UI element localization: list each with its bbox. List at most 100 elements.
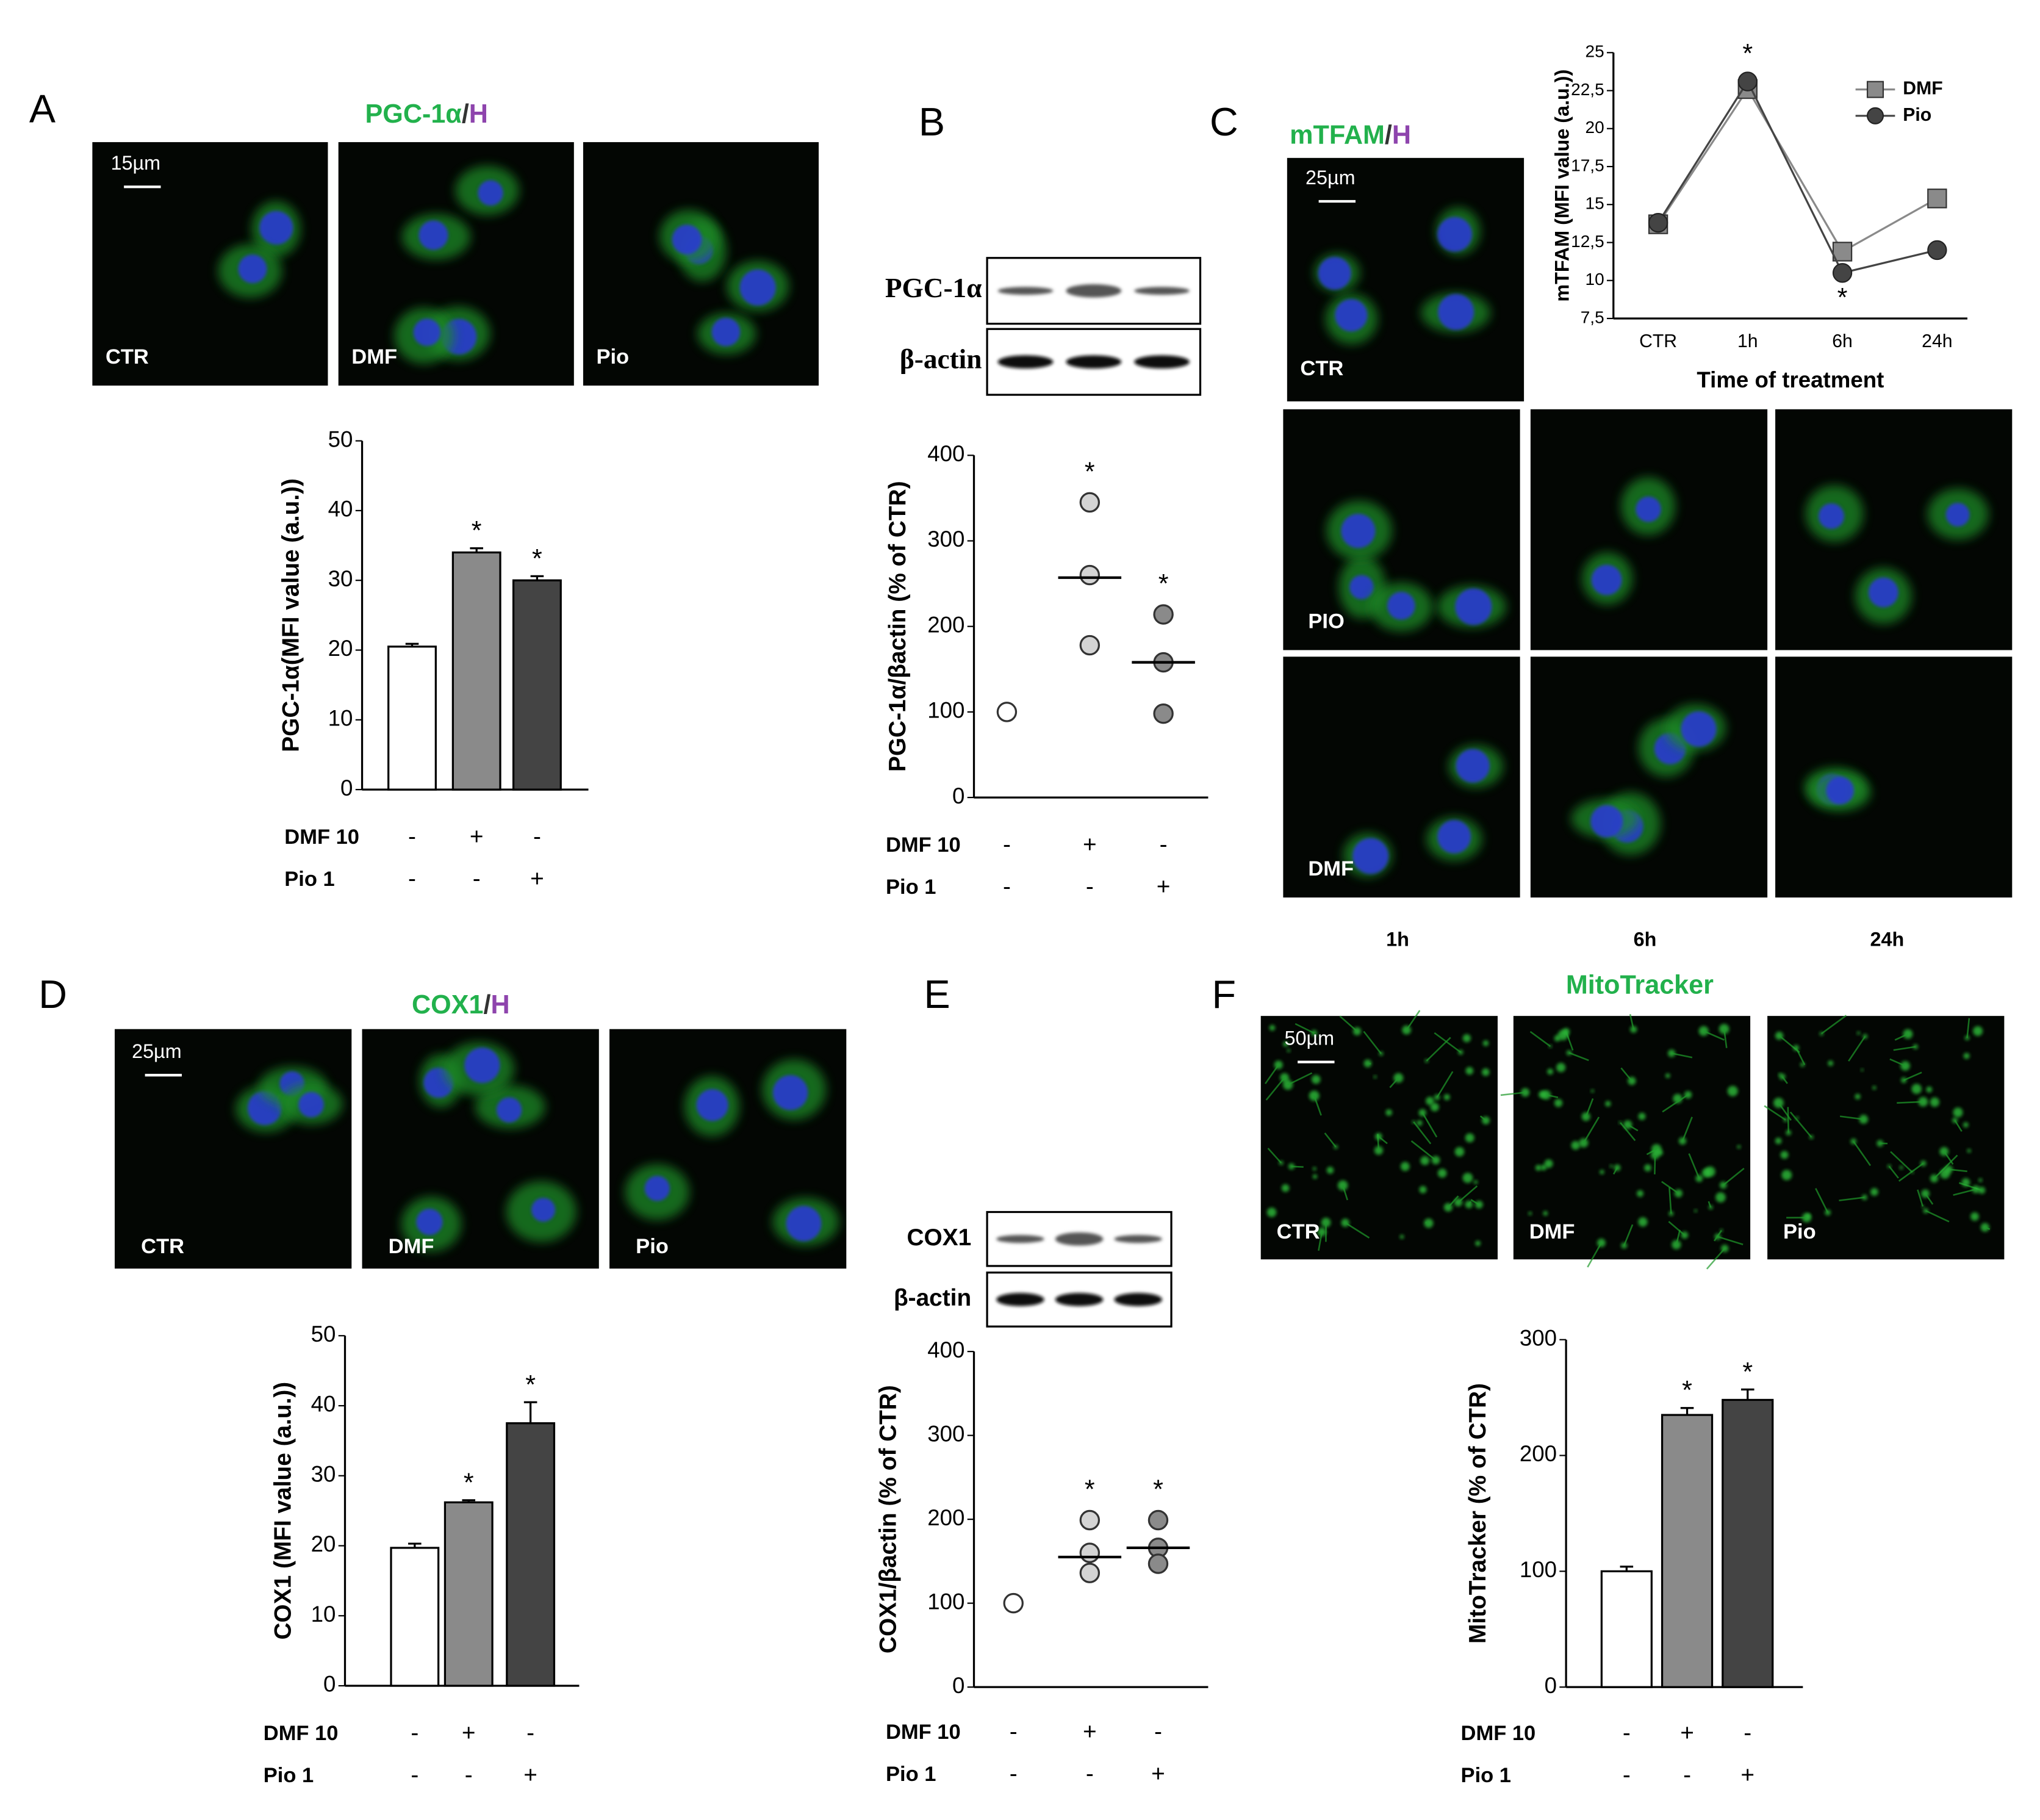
micrograph-background [1530, 656, 1768, 898]
image-label: Pio [636, 1235, 669, 1258]
mito-signal [1695, 1174, 1703, 1182]
mito-fiber [1447, 1195, 1459, 1208]
mito-signal [1269, 1024, 1276, 1031]
mito-fiber [1723, 1029, 1728, 1048]
blot-band [1055, 1232, 1104, 1246]
mito-fiber [1500, 1092, 1526, 1096]
treatment-sign: - [408, 866, 416, 892]
treatment-sign: - [1010, 1761, 1018, 1787]
mito-fiber [1627, 1124, 1639, 1132]
mito-signal [1912, 1044, 1918, 1049]
mito-fiber [1623, 1224, 1634, 1246]
panel-label: C [1210, 99, 1238, 144]
blot-label: β-actin [894, 1285, 971, 1311]
image-label: CTR [1300, 357, 1343, 380]
scale-bar-label: 15µm [111, 152, 161, 174]
mito-signal [1399, 1234, 1404, 1239]
mito-signal [1870, 1188, 1878, 1196]
micrograph [1775, 656, 2013, 898]
y-tick-label: 12,5 [1571, 232, 1604, 251]
significance: * [1158, 569, 1169, 599]
blot-band [1066, 355, 1122, 369]
nucleus [1590, 805, 1623, 838]
nucleus [1349, 575, 1374, 600]
mito-signal [1288, 1163, 1295, 1170]
y-tick-label: 7,5 [1581, 308, 1604, 326]
x-axis-label: Time of treatment [1697, 367, 1884, 392]
mito-fiber [1714, 1230, 1722, 1242]
micrograph [115, 1029, 352, 1269]
blot-band [996, 1293, 1044, 1306]
mito-signal [1287, 1049, 1291, 1052]
mito-fiber [1889, 1058, 1906, 1067]
significance: * [1085, 1475, 1095, 1504]
bar [387, 646, 437, 791]
nucleus [478, 180, 503, 206]
mito-signal [1609, 1164, 1613, 1168]
y-tick-label: 15 [1585, 194, 1604, 213]
mito-signal [1861, 1068, 1864, 1071]
mito-fiber [1787, 1107, 1790, 1133]
significance: * [1742, 1358, 1753, 1387]
treatment-name: DMF 10 [1461, 1722, 1536, 1745]
y-axis-label: COX1/βactin (% of CTR) [875, 1385, 902, 1653]
nucleus [1681, 711, 1717, 747]
title-part: mTFAM [1290, 121, 1385, 150]
scale-bar-label: 25µm [1306, 167, 1356, 189]
mito-fiber [1925, 1193, 1934, 1205]
mito-fiber [1903, 1071, 1922, 1081]
y-tick-label: 25 [1585, 42, 1604, 61]
mito-fiber [1706, 1248, 1726, 1270]
mito-fiber [1568, 1052, 1589, 1062]
title-part: COX1 [412, 990, 483, 1020]
series-line [1657, 87, 1938, 253]
blot-label: COX1 [907, 1225, 971, 1251]
y-tick-label: 40 [328, 497, 353, 522]
mito-fiber [1267, 1148, 1282, 1164]
panel-label: D [38, 972, 67, 1016]
y-tick-label: 100 [1520, 1557, 1557, 1582]
mito-fiber [1629, 1013, 1635, 1030]
title-part: H [1392, 121, 1411, 150]
treatment-sign: - [408, 824, 416, 850]
mito-fiber [1582, 1117, 1600, 1143]
nucleus [1437, 217, 1473, 252]
mito-fiber [1468, 1201, 1472, 1205]
treatment-sign: - [533, 824, 541, 850]
y-tick-label: 20 [1585, 118, 1604, 137]
mito-fiber [1815, 1188, 1829, 1213]
nucleus [1826, 776, 1855, 805]
mito-signal [1638, 1112, 1646, 1120]
y-tick-label: 10 [311, 1602, 336, 1627]
mito-fiber [1948, 1168, 1967, 1173]
mito-fiber [1954, 1120, 1963, 1132]
mito-fiber [1795, 1048, 1806, 1065]
treatment-sign: - [1010, 1719, 1018, 1745]
y-tick-label: 0 [952, 783, 964, 808]
column-label: 24h [1870, 929, 1905, 951]
mito-fiber [1789, 1111, 1812, 1138]
mito-signal [1775, 1137, 1782, 1145]
mito-fiber [1434, 1032, 1462, 1053]
mito-signal [1465, 1066, 1474, 1075]
y-tick-label: 20 [328, 636, 353, 661]
mito-signal [1855, 1093, 1861, 1099]
mito-fiber [1917, 1189, 1924, 1207]
significance: * [532, 544, 542, 574]
significance: * [1153, 1475, 1163, 1504]
mito-fiber [1436, 1071, 1454, 1098]
nucleus [786, 1206, 822, 1242]
mito-fiber [1457, 1185, 1478, 1203]
treatment-name: DMF 10 [264, 1722, 339, 1745]
marker [1648, 212, 1668, 233]
nucleus [413, 318, 441, 347]
y-tick-label: 300 [927, 1421, 964, 1446]
mito-fiber [1620, 1067, 1632, 1082]
mito-signal [1668, 1211, 1674, 1216]
mito-signal [1828, 1060, 1834, 1066]
mito-signal [1282, 1079, 1293, 1090]
mito-signal [1781, 1170, 1792, 1181]
mito-signal [1363, 1059, 1372, 1068]
mito-signal [1462, 1034, 1471, 1043]
mito-signal [1281, 1184, 1290, 1192]
